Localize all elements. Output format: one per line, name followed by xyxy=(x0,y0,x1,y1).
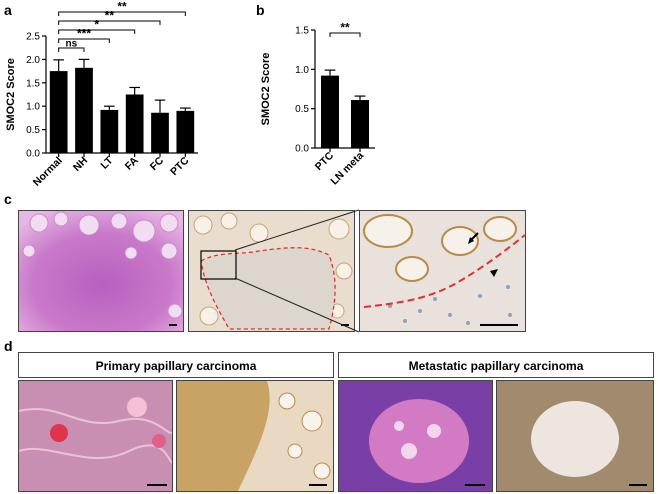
bar-fa xyxy=(125,94,144,153)
c-he-micrograph xyxy=(18,210,184,332)
significance-bracket xyxy=(58,20,161,25)
significance-bracket xyxy=(58,47,85,52)
y-tick-label: 1.5 xyxy=(26,78,40,89)
panel-label-b: b xyxy=(256,2,265,18)
significance-bracket xyxy=(58,38,110,43)
significance-label: ** xyxy=(105,9,115,23)
panel-label-c: c xyxy=(4,191,12,207)
y-tick-label: 1.5 xyxy=(295,26,309,37)
significance-bracket xyxy=(58,11,186,16)
y-tick-label: 1.0 xyxy=(26,102,40,113)
panel-label-a: a xyxy=(4,2,12,18)
significance-label: * xyxy=(94,18,99,32)
bar-ptc xyxy=(321,75,339,148)
bar-nh xyxy=(75,67,93,153)
y-tick-label: 0.0 xyxy=(295,144,309,155)
y-tick-label: 2.0 xyxy=(26,55,40,66)
y-axis-label: SMOC2 Score xyxy=(5,58,17,131)
bar-normal xyxy=(49,71,68,153)
y-axis-label: SMOC2 Score xyxy=(260,53,272,126)
significance-label: ** xyxy=(340,21,350,35)
c-ihc-micrograph xyxy=(188,210,355,332)
d-metastatic-ihc-micrograph xyxy=(496,380,654,492)
primary-papillary-carcinoma-title: Primary papillary carcinoma xyxy=(18,352,334,378)
bar-ptc xyxy=(176,110,195,153)
bar-lt xyxy=(100,109,119,153)
metastatic-papillary-carcinoma-title: Metastatic papillary carcinoma xyxy=(338,352,654,378)
y-tick-label: 0.5 xyxy=(295,104,309,115)
y-tick-label: 2.5 xyxy=(26,32,40,43)
d-metastatic-he-micrograph xyxy=(338,380,493,492)
d-primary-ihc-micrograph xyxy=(176,380,334,492)
bar-ln-meta xyxy=(351,100,369,148)
significance-label: ns xyxy=(65,39,77,50)
y-tick-label: 1.0 xyxy=(295,65,309,76)
c-ihc-zoom-micrograph xyxy=(359,210,526,332)
significance-bracket xyxy=(58,29,136,34)
y-tick-label: 0.5 xyxy=(26,125,40,136)
y-tick-label: 0.0 xyxy=(26,149,40,160)
d-primary-he-micrograph xyxy=(18,380,173,492)
bar-fc xyxy=(151,112,169,153)
significance-bracket xyxy=(329,32,361,37)
significance-label: ** xyxy=(117,0,127,14)
panel-label-d: d xyxy=(4,338,13,354)
